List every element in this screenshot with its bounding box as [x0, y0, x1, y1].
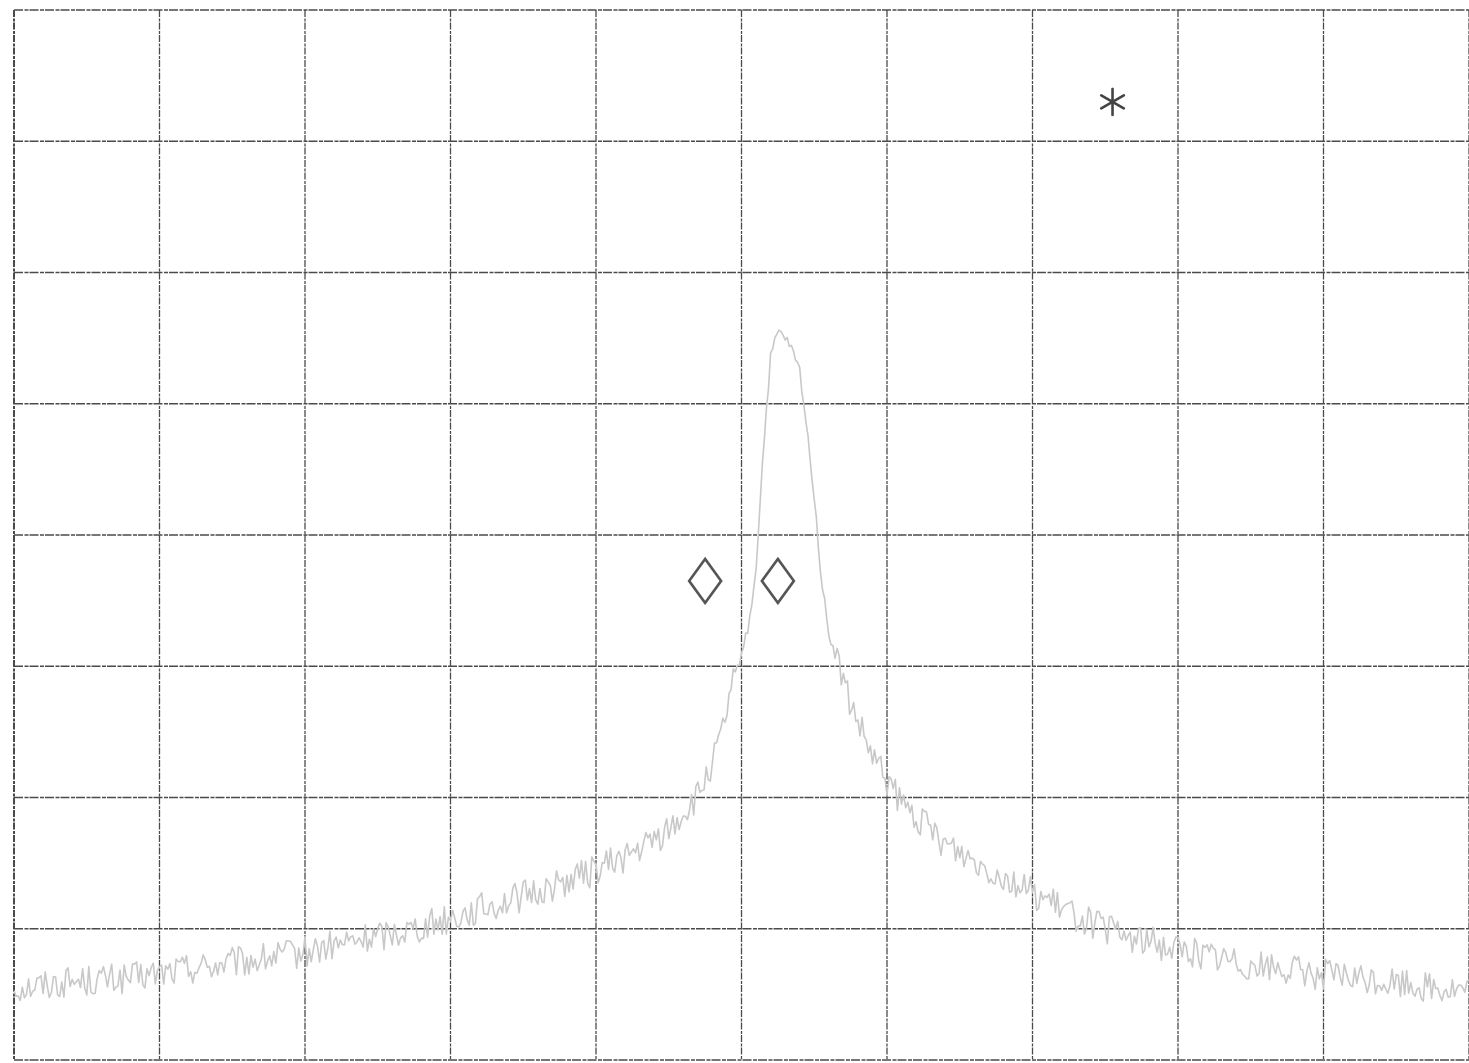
marker-diamond — [687, 556, 723, 606]
trace-layer — [13, 329, 1469, 1002]
series-trace — [13, 329, 1469, 1002]
asterisk-stroke — [1099, 94, 1126, 110]
marker-asterisk — [1099, 87, 1126, 117]
marker-diamond — [760, 556, 796, 606]
grid-layer — [13, 9, 1469, 1061]
marker-layer — [687, 87, 1126, 606]
